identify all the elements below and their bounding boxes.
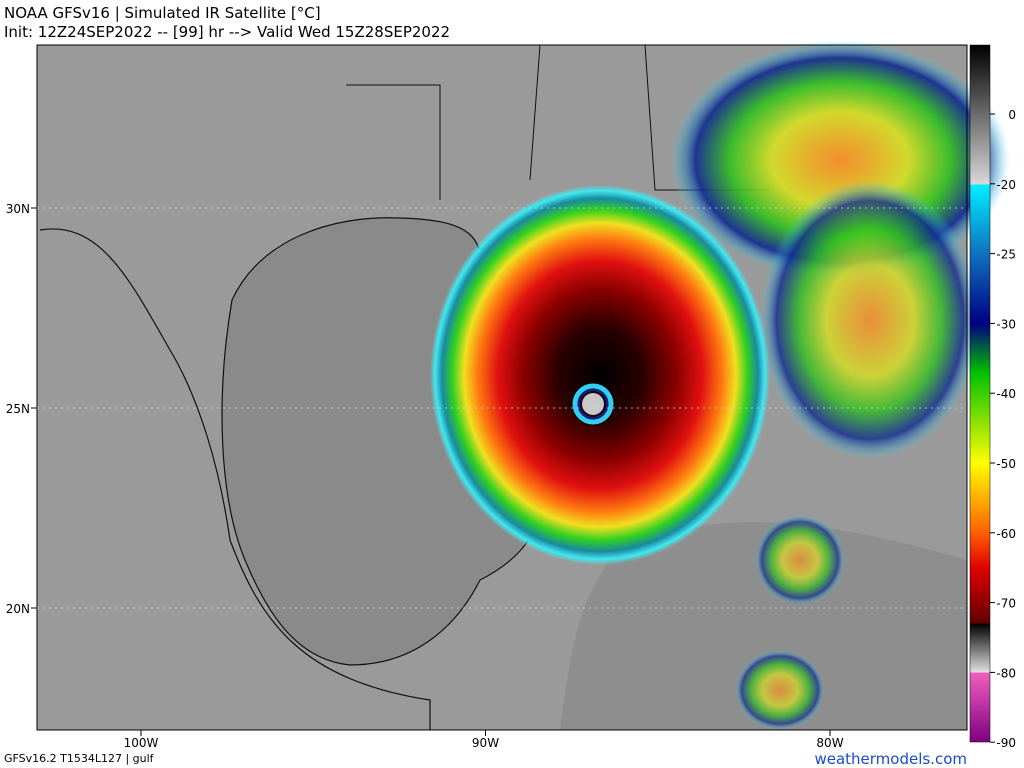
lat-label: 25N: [6, 402, 30, 416]
lat-label: 20N: [6, 602, 30, 616]
hurricane: [430, 185, 770, 565]
colorbar-label: -90: [996, 736, 1016, 750]
title: NOAA GFSv16 | Simulated IR Satellite [°C…: [4, 4, 321, 22]
credit: weathermodels.com: [814, 750, 967, 768]
colorbar-label: -60: [996, 527, 1016, 541]
colorbar-label: 0: [1008, 108, 1016, 122]
map-area: [36, 40, 1010, 731]
eyewall-inner: [578, 389, 608, 419]
subtitle: Init: 12Z24SEP2022 -- [99] hr --> Valid …: [4, 23, 450, 41]
map-frame: [36, 44, 968, 731]
lat-label: 30N: [6, 202, 30, 216]
colorbar-label: -20: [996, 178, 1016, 192]
lon-label: 90W: [472, 736, 499, 750]
model-info: GFSv16.2 T1534L127 | gulf: [4, 752, 155, 765]
caribbean-sea: [560, 522, 967, 730]
colorbar-label: -25: [996, 248, 1016, 262]
coastline-west: [39, 228, 431, 730]
cloud-band-east: [760, 180, 980, 460]
colorbar-label: -80: [996, 666, 1016, 680]
colorbar: [969, 44, 991, 743]
colorbar-label: -40: [996, 387, 1016, 401]
lon-label: 80W: [816, 736, 843, 750]
colorbar-label: -30: [996, 317, 1016, 331]
eye: [582, 393, 604, 415]
colorbar-label: -70: [996, 597, 1016, 611]
colorbar-label: -50: [996, 457, 1016, 471]
lon-label: 100W: [124, 736, 159, 750]
cloud-south: [735, 650, 825, 730]
cloud-cuba: [755, 515, 845, 605]
eyewall: [572, 383, 614, 425]
